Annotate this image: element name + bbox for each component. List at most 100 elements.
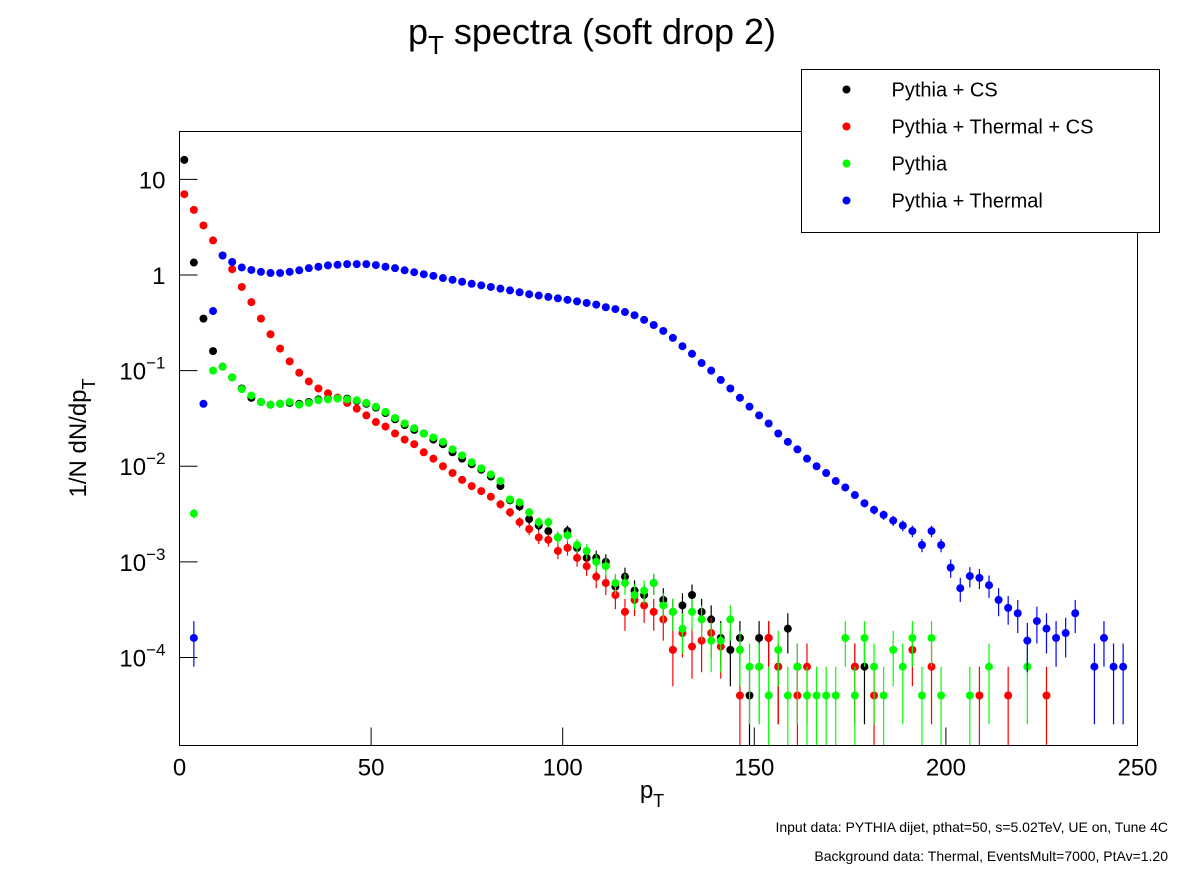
data-point <box>285 267 294 276</box>
data-point <box>362 260 371 269</box>
data-point <box>180 190 189 199</box>
data-point <box>688 607 697 616</box>
data-point <box>525 508 534 517</box>
data-point <box>247 265 256 274</box>
data-point <box>266 400 275 409</box>
y-tick-label: 1 <box>152 263 165 290</box>
data-point <box>707 366 716 375</box>
data-point <box>544 527 553 536</box>
data-point <box>429 271 438 280</box>
data-point <box>764 691 773 700</box>
legend-label: Pythia + Thermal + CS <box>892 117 1094 139</box>
data-point <box>371 261 380 270</box>
data-point <box>697 615 706 624</box>
data-point <box>209 307 218 316</box>
data-point <box>410 440 419 449</box>
data-point <box>544 292 553 301</box>
data-point <box>1090 662 1099 671</box>
data-point <box>256 314 265 323</box>
annotation: Input data: PYTHIA dijet, pthat=50, s=5.… <box>775 819 1168 835</box>
data-point <box>860 499 869 508</box>
data-point <box>697 359 706 368</box>
data-point <box>678 342 687 351</box>
y-tick-label-base: 10 <box>119 454 146 481</box>
data-point <box>352 396 361 405</box>
data-point <box>879 691 888 700</box>
data-point <box>601 579 610 588</box>
data-point <box>391 413 400 422</box>
data-point <box>237 263 246 272</box>
data-point <box>592 300 601 309</box>
plot-frame <box>179 131 1138 746</box>
data-point <box>429 433 438 442</box>
data-point <box>774 429 783 438</box>
data-point <box>295 368 304 377</box>
data-point <box>640 586 649 595</box>
x-tick-label: 50 <box>358 755 385 782</box>
x-label-subscript: T <box>653 791 664 811</box>
data-point <box>563 531 572 540</box>
y-tick-label-base: 10 <box>119 359 146 386</box>
data-point <box>486 282 495 291</box>
data-point <box>1004 691 1013 700</box>
x-axis-label: pT <box>640 777 664 811</box>
data-point <box>611 579 620 588</box>
data-point <box>563 543 572 552</box>
data-point <box>1061 629 1070 638</box>
data-point <box>783 437 792 446</box>
data-point <box>314 396 323 405</box>
data-point <box>189 509 198 518</box>
data-point <box>228 265 237 274</box>
data-point <box>323 261 332 270</box>
data-point <box>381 422 390 431</box>
data-point <box>1042 691 1051 700</box>
x-tick-label: 150 <box>734 755 774 782</box>
annotation: Background data: Thermal, EventsMult=700… <box>814 848 1168 864</box>
data-point <box>391 264 400 273</box>
data-point <box>850 691 859 700</box>
data-point <box>553 546 562 555</box>
data-point <box>544 535 553 544</box>
data-point <box>735 691 744 700</box>
data-point <box>333 260 342 269</box>
data-point <box>668 333 677 342</box>
data-point <box>266 330 275 339</box>
data-point <box>486 492 495 501</box>
data-point <box>180 155 189 164</box>
data-point <box>534 518 543 527</box>
data-point <box>228 257 237 266</box>
data-point <box>898 521 907 530</box>
y-tick-label: 10−2 <box>119 449 165 481</box>
data-point <box>544 518 553 527</box>
data-point <box>735 645 744 654</box>
data-point <box>573 553 582 562</box>
data-point <box>898 662 907 671</box>
data-point <box>783 691 792 700</box>
data-point <box>218 251 227 260</box>
data-point <box>985 662 994 671</box>
data-point <box>812 462 821 471</box>
data-point <box>630 591 639 600</box>
y-tick-label-base: 10 <box>119 645 146 672</box>
data-point <box>563 295 572 304</box>
y-tick-label-exponent: −2 <box>146 449 165 468</box>
data-point <box>467 279 476 288</box>
data-point <box>774 645 783 654</box>
data-point <box>553 533 562 542</box>
data-point <box>247 298 256 307</box>
data-point <box>314 384 323 393</box>
data-point <box>678 601 687 610</box>
data-point <box>793 662 802 671</box>
data-point <box>620 607 629 616</box>
data-point <box>1004 603 1013 612</box>
legend-marker <box>842 85 851 94</box>
data-point <box>582 298 591 307</box>
data-point <box>611 305 620 314</box>
data-point <box>256 267 265 276</box>
data-point <box>438 274 447 283</box>
legend: Pythia + CS Pythia + Thermal + CS Pythia Py… <box>801 69 1160 233</box>
data-point <box>199 399 208 408</box>
data-point <box>985 581 994 590</box>
data-point <box>189 258 198 267</box>
